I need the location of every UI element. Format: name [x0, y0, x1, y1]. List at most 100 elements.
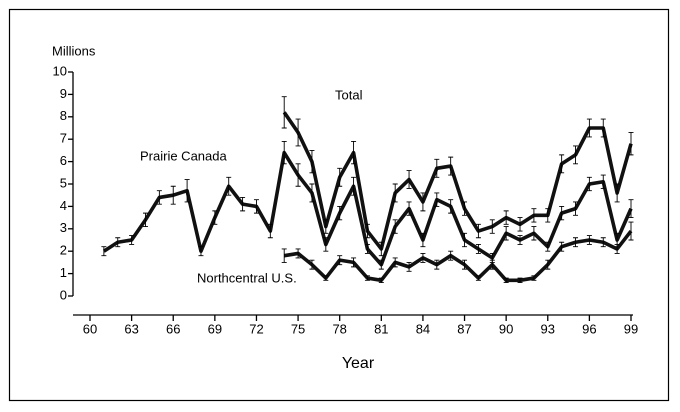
error-bar [573, 237, 579, 248]
error-bar [503, 210, 509, 225]
error-bar [364, 223, 370, 239]
x-tick-label: 75 [291, 321, 305, 336]
error-bar [531, 208, 537, 223]
error-bar [101, 246, 107, 257]
error-bar [212, 210, 218, 225]
error-bar [406, 201, 412, 216]
error-bar [448, 250, 454, 261]
error-bar [406, 261, 412, 272]
error-bar [156, 190, 162, 205]
y-tick-label: 1 [60, 265, 67, 280]
error-bar [323, 275, 329, 281]
error-bar [531, 275, 537, 281]
error-bar [462, 201, 468, 216]
error-bar [323, 219, 329, 234]
x-tick-label: 72 [249, 321, 263, 336]
x-tick-label: 63 [124, 321, 138, 336]
error-bar [434, 259, 440, 270]
error-bar [226, 176, 232, 196]
error-bar [420, 192, 426, 212]
error-bar [337, 255, 343, 266]
error-bar [586, 235, 592, 245]
x-tick-label: 90 [499, 321, 513, 336]
error-bar [628, 132, 634, 156]
error-bar [545, 259, 551, 270]
error-bar [281, 96, 287, 129]
series-label: Prairie Canada [140, 148, 227, 163]
error-bar [559, 205, 565, 221]
x-tick-label: 99 [624, 321, 638, 336]
x-tick-label: 78 [332, 321, 346, 336]
error-bar [281, 248, 287, 263]
error-bar [142, 212, 148, 228]
series-line [283, 229, 633, 283]
y-tick-label: 4 [60, 198, 67, 213]
error-bar [614, 244, 620, 254]
y-tick-label: 8 [60, 108, 67, 123]
error-bar [503, 277, 509, 284]
error-bar [364, 244, 370, 254]
error-bar [462, 259, 468, 270]
error-bar [351, 176, 357, 196]
error-bar [448, 156, 454, 176]
error-bar [378, 241, 384, 257]
y-tick-label: 7 [60, 131, 67, 146]
error-bar [309, 183, 315, 203]
error-bar [462, 232, 468, 248]
error-bar [517, 277, 523, 284]
x-tick-label: 66 [166, 321, 180, 336]
error-bar [420, 252, 426, 263]
error-bar [240, 196, 246, 212]
error-bar [545, 241, 551, 252]
error-bar [489, 259, 495, 270]
error-bar [600, 174, 606, 189]
error-bar [309, 259, 315, 270]
error-bar [628, 199, 634, 219]
error-bar [115, 237, 121, 248]
error-bar [545, 208, 551, 223]
x-tick-label: 81 [374, 321, 388, 336]
error-bar [586, 176, 592, 192]
error-bar [614, 183, 620, 203]
x-tick-label: 96 [582, 321, 596, 336]
error-bar [586, 118, 592, 138]
y-axis-label: Millions [52, 43, 96, 58]
x-tick-label: 87 [457, 321, 471, 336]
error-bar [378, 277, 384, 284]
error-bar [600, 237, 606, 248]
error-bar [406, 170, 412, 189]
error-bar [295, 118, 301, 147]
y-tick-label: 0 [60, 287, 67, 302]
x-tick-label: 60 [83, 321, 97, 336]
error-bar [184, 179, 190, 203]
y-tick-label: 9 [60, 86, 67, 101]
y-tick-label: 6 [60, 153, 67, 168]
error-bar [351, 257, 357, 268]
y-tick-label: 2 [60, 243, 67, 258]
error-bar [337, 205, 343, 221]
error-bar [517, 217, 523, 232]
error-bar [531, 226, 537, 241]
error-bar [475, 275, 481, 281]
error-bar [170, 185, 176, 205]
error-bar [281, 140, 287, 165]
error-bar [392, 219, 398, 234]
error-bar [323, 237, 329, 252]
x-tick-label: 69 [208, 321, 222, 336]
error-bar [448, 199, 454, 214]
error-bar [503, 226, 509, 241]
error-bar [392, 183, 398, 203]
x-tick-label: 93 [541, 321, 555, 336]
y-tick-label: 5 [60, 175, 67, 190]
error-bar [129, 235, 135, 245]
error-bar [517, 235, 523, 245]
error-bar [434, 158, 440, 178]
error-bar [295, 163, 301, 187]
x-tick-label: 84 [416, 321, 430, 336]
error-bar [392, 257, 398, 268]
error-bar [295, 248, 301, 259]
y-tick-label: 10 [53, 63, 67, 78]
error-bar [475, 223, 481, 239]
error-bar [337, 167, 343, 187]
